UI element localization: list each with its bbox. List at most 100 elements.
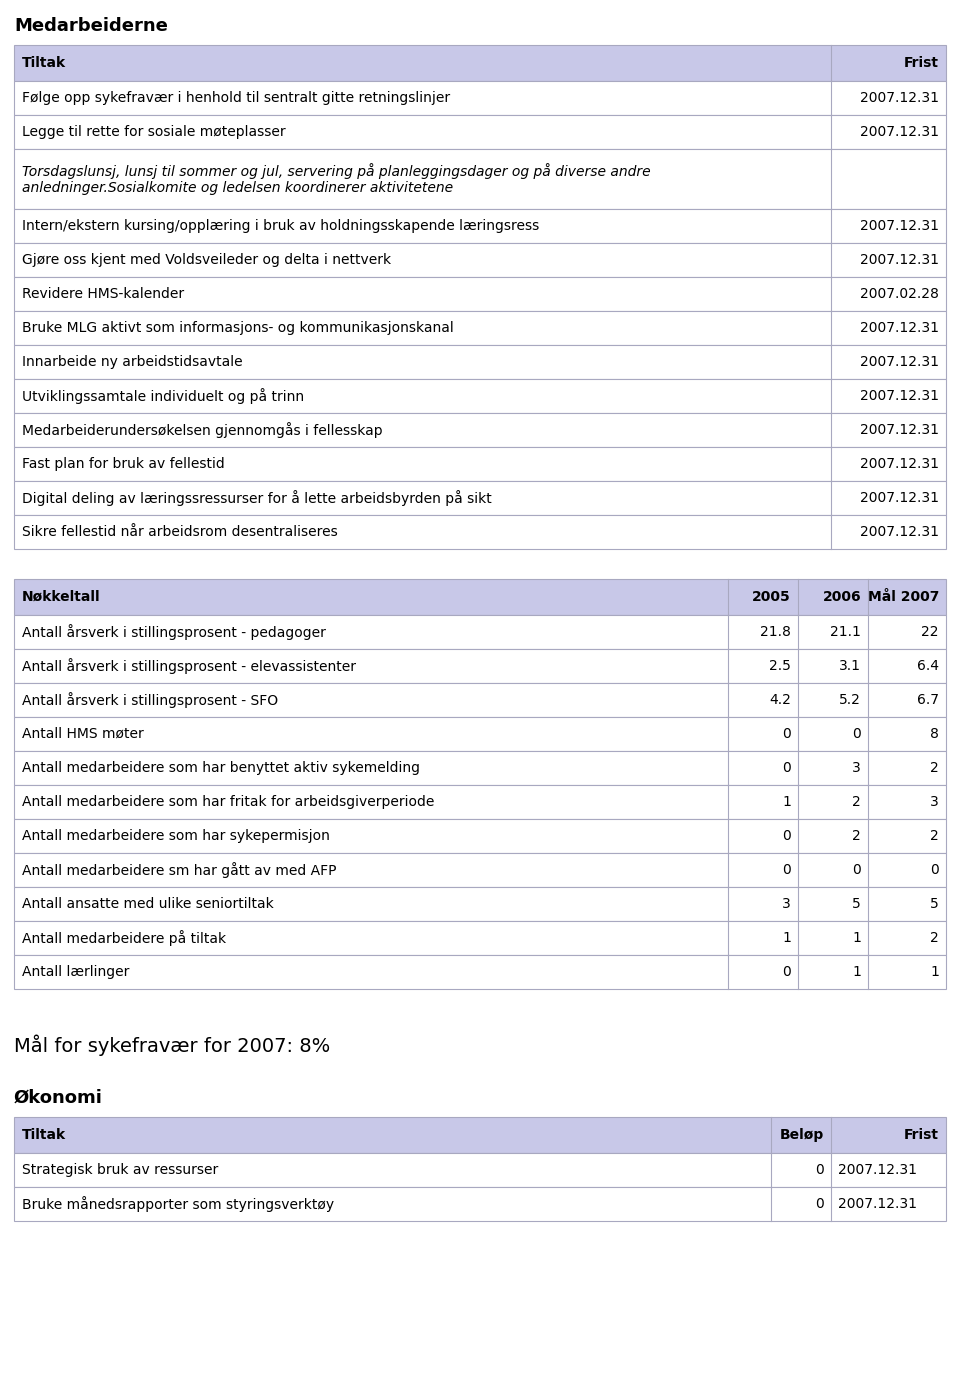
Text: 1: 1 — [852, 930, 861, 944]
Text: 0: 0 — [852, 727, 861, 741]
Text: 5.2: 5.2 — [839, 693, 861, 707]
Text: Mål for sykefravær for 2007: 8%: Mål for sykefravær for 2007: 8% — [14, 1034, 330, 1056]
Text: Antall medarbeidere som har benyttet aktiv sykemelding: Antall medarbeidere som har benyttet akt… — [22, 762, 420, 776]
Text: Beløp: Beløp — [780, 1129, 824, 1143]
Bar — [14, 481, 946, 515]
Text: 21.8: 21.8 — [760, 625, 791, 639]
Text: 5: 5 — [930, 897, 939, 911]
Text: 0: 0 — [930, 864, 939, 877]
Text: 2007.12.31: 2007.12.31 — [860, 91, 939, 105]
Text: Bruke månedsrapporter som styringsverktøy: Bruke månedsrapporter som styringsverktø… — [22, 1196, 334, 1212]
Bar — [14, 243, 946, 278]
Text: 2007.12.31: 2007.12.31 — [860, 126, 939, 140]
Text: 2007.12.31: 2007.12.31 — [838, 1197, 917, 1211]
Text: 2007.12.31: 2007.12.31 — [838, 1163, 917, 1177]
Bar — [14, 717, 946, 751]
Text: Strategisk bruk av ressurser: Strategisk bruk av ressurser — [22, 1163, 218, 1177]
Bar — [14, 1187, 946, 1221]
Text: 3.1: 3.1 — [839, 658, 861, 672]
Bar — [14, 1117, 946, 1154]
Text: 2006: 2006 — [823, 590, 861, 604]
Text: Antall årsverk i stillingsprosent - SFO: Antall årsverk i stillingsprosent - SFO — [22, 692, 278, 709]
Bar — [14, 515, 946, 550]
Bar — [14, 751, 946, 785]
Bar — [14, 1154, 946, 1187]
Text: Torsdagslunsj, lunsj til sommer og jul, servering på planleggingsdager og på div: Torsdagslunsj, lunsj til sommer og jul, … — [22, 163, 651, 195]
Text: Medarbeiderundersøkelsen gjennomgås i fellesskap: Medarbeiderundersøkelsen gjennomgås i fe… — [22, 423, 383, 438]
Text: 2007.12.31: 2007.12.31 — [860, 491, 939, 505]
Text: Antall medarbeidere som har sykepermisjon: Antall medarbeidere som har sykepermisjo… — [22, 829, 330, 843]
Text: 1: 1 — [782, 795, 791, 809]
Bar — [14, 81, 946, 114]
Text: Antall medarbeidere som har fritak for arbeidsgiverperiode: Antall medarbeidere som har fritak for a… — [22, 795, 434, 809]
Text: 5: 5 — [852, 897, 861, 911]
Text: 2005: 2005 — [753, 590, 791, 604]
Text: 2007.02.28: 2007.02.28 — [860, 287, 939, 301]
Text: Revidere HMS-kalender: Revidere HMS-kalender — [22, 287, 184, 301]
Bar — [14, 956, 946, 989]
Text: 21.1: 21.1 — [830, 625, 861, 639]
Text: 8: 8 — [930, 727, 939, 741]
Bar — [14, 209, 946, 243]
Text: 2007.12.31: 2007.12.31 — [860, 219, 939, 233]
Text: 0: 0 — [852, 864, 861, 877]
Bar — [14, 278, 946, 311]
Text: 2007.12.31: 2007.12.31 — [860, 458, 939, 472]
Text: Nøkkeltall: Nøkkeltall — [22, 590, 101, 604]
Bar — [14, 45, 946, 81]
Text: 0: 0 — [782, 864, 791, 877]
Text: Tiltak: Tiltak — [22, 56, 66, 70]
Text: 0: 0 — [815, 1197, 824, 1211]
Text: Innarbeide ny arbeidstidsavtale: Innarbeide ny arbeidstidsavtale — [22, 354, 243, 370]
Text: 2007.12.31: 2007.12.31 — [860, 252, 939, 266]
Text: 1: 1 — [930, 965, 939, 979]
Bar — [14, 887, 946, 921]
Bar — [14, 649, 946, 684]
Text: Tiltak: Tiltak — [22, 1129, 66, 1143]
Text: 2.5: 2.5 — [769, 658, 791, 672]
Bar — [14, 149, 946, 209]
Bar — [14, 615, 946, 649]
Text: Antall medarbeidere sm har gått av med AFP: Antall medarbeidere sm har gått av med A… — [22, 862, 337, 877]
Bar — [14, 413, 946, 446]
Text: 2: 2 — [930, 762, 939, 776]
Text: Bruke MLG aktivt som informasjons- og kommunikasjonskanal: Bruke MLG aktivt som informasjons- og ko… — [22, 321, 454, 335]
Bar — [14, 379, 946, 413]
Bar — [14, 921, 946, 956]
Bar — [14, 446, 946, 481]
Text: Følge opp sykefravær i henhold til sentralt gitte retningslinjer: Følge opp sykefravær i henhold til sentr… — [22, 91, 450, 105]
Bar — [14, 785, 946, 819]
Text: Mål 2007: Mål 2007 — [868, 590, 939, 604]
Text: Sikre fellestid når arbeidsrom desentraliseres: Sikre fellestid når arbeidsrom desentral… — [22, 525, 338, 538]
Text: 6.7: 6.7 — [917, 693, 939, 707]
Bar — [14, 311, 946, 345]
Text: 1: 1 — [782, 930, 791, 944]
Text: 2007.12.31: 2007.12.31 — [860, 423, 939, 437]
Text: Medarbeiderne: Medarbeiderne — [14, 17, 168, 35]
Text: 2: 2 — [930, 829, 939, 843]
Text: 3: 3 — [852, 762, 861, 776]
Text: Frist: Frist — [904, 1129, 939, 1143]
Bar — [14, 114, 946, 149]
Text: Utviklingssamtale individuelt og på trinn: Utviklingssamtale individuelt og på trin… — [22, 388, 304, 405]
Text: 1: 1 — [852, 965, 861, 979]
Text: Digital deling av læringssressurser for å lette arbeidsbyrden på sikt: Digital deling av læringssressurser for … — [22, 490, 492, 506]
Text: Antall ansatte med ulike seniortiltak: Antall ansatte med ulike seniortiltak — [22, 897, 274, 911]
Text: Antall medarbeidere på tiltak: Antall medarbeidere på tiltak — [22, 930, 227, 946]
Text: 4.2: 4.2 — [769, 693, 791, 707]
Text: 2007.12.31: 2007.12.31 — [860, 389, 939, 403]
Text: 0: 0 — [782, 762, 791, 776]
Text: 0: 0 — [782, 965, 791, 979]
Text: Fast plan for bruk av fellestid: Fast plan for bruk av fellestid — [22, 458, 225, 472]
Text: Intern/ekstern kursing/opplæring i bruk av holdningsskapende læringsress: Intern/ekstern kursing/opplæring i bruk … — [22, 219, 540, 233]
Text: 2: 2 — [852, 829, 861, 843]
Text: 22: 22 — [922, 625, 939, 639]
Text: 0: 0 — [782, 829, 791, 843]
Bar — [14, 852, 946, 887]
Bar — [14, 819, 946, 852]
Text: 3: 3 — [930, 795, 939, 809]
Text: 2: 2 — [930, 930, 939, 944]
Text: Frist: Frist — [904, 56, 939, 70]
Text: 2: 2 — [852, 795, 861, 809]
Text: 2007.12.31: 2007.12.31 — [860, 525, 939, 538]
